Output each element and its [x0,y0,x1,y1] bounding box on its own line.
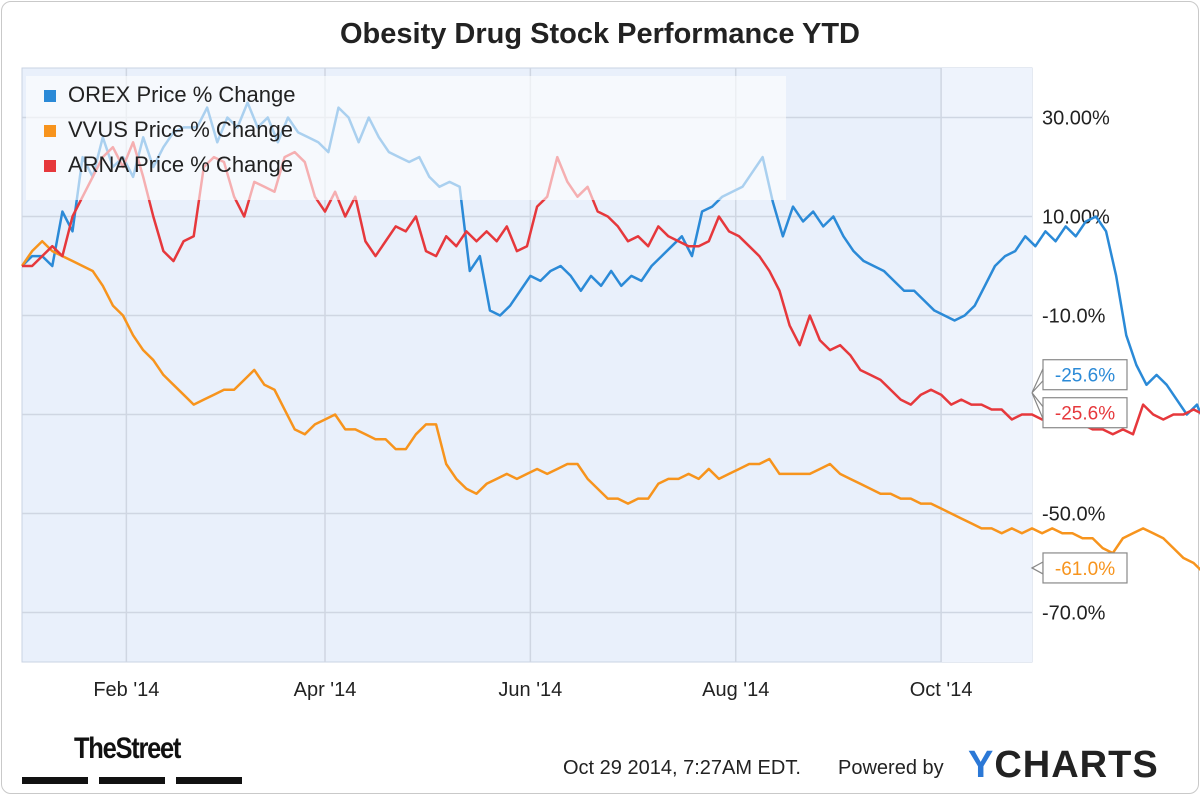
legend-label: VVUS Price % Change [68,117,293,142]
x-tick-label: Apr '14 [294,679,357,701]
y-tick-label: -50.0% [1042,504,1106,526]
legend-swatch [44,125,56,137]
plot-recent-shade [941,68,1032,662]
footer-timestamp: Oct 29 2014, 7:27AM EDT. [563,757,801,779]
end-label-pointer [1031,368,1044,394]
ycharts-logo-text: CHARTS [994,744,1159,786]
end-label-text: -25.6% [1055,404,1115,425]
series-line-2 [22,141,1200,436]
chart-title: Obesity Drug Stock Performance YTD [339,18,860,50]
end-label-box [1042,552,1128,584]
footer-powered-by: Powered by [838,757,944,779]
x-tick-label: Oct '14 [910,679,973,701]
y-tick-label: -70.0% [1042,603,1106,625]
end-label-box [1042,397,1128,429]
end-label-text: -61.0% [1055,559,1115,580]
ycharts-logo: YCHARTS [968,744,1159,787]
y-tick-label: 10.00% [1042,207,1110,229]
series-line-1 [20,240,1200,572]
thestreet-logo-bars [22,771,253,789]
y-tick-label: 30.00% [1042,108,1110,130]
legend-box [26,76,786,200]
ycharts-logo-y: Y [968,744,995,786]
x-tick-label: Aug '14 [702,679,769,701]
end-label-pointer [1030,560,1044,575]
legend-label: ARNA Price % Change [68,152,293,177]
end-label-box [1042,359,1128,391]
thestreet-logo: TheStreet [74,732,181,765]
x-tick-label: Jun '14 [498,679,562,701]
legend-swatch [44,90,56,102]
end-label-text: -25.6% [1055,366,1115,387]
x-tick-label: Feb '14 [93,679,159,701]
y-tick-label: -10.0% [1042,306,1106,328]
legend-swatch [44,160,56,172]
legend-label: OREX Price % Change [68,82,295,107]
